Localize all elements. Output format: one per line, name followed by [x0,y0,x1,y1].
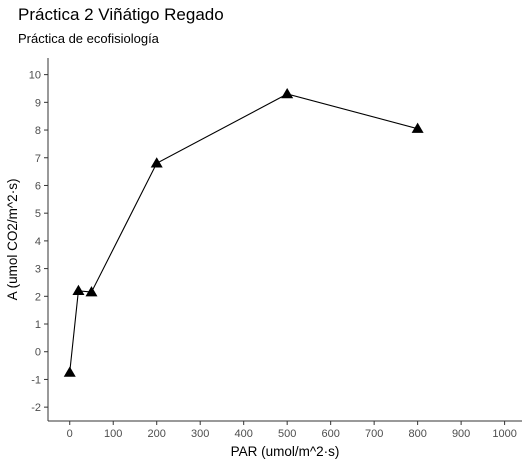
y-tick-label: 3 [35,264,41,276]
chart-subtitle: Práctica de ecofisiología [18,31,159,46]
x-tick-label: 1000 [492,428,516,440]
x-tick-label: 400 [235,428,253,440]
data-point-marker [63,366,76,377]
y-tick-label: -2 [31,402,41,414]
data-point-marker [411,122,424,133]
x-tick-label: 300 [191,428,209,440]
data-point-marker [72,284,85,295]
y-tick-label: 2 [35,291,41,303]
y-tick-label: 1 [35,319,41,331]
data-point-marker [150,157,163,168]
y-tick-label: 5 [35,208,41,220]
y-tick-label: 6 [35,180,41,192]
y-tick-label: 10 [29,70,41,82]
y-axis-title: A (umol CO2/m^2·s) [5,179,20,301]
series-line [69,93,418,373]
x-tick-label: 600 [321,428,339,440]
x-tick-label: 0 [67,428,73,440]
series-layer [63,88,424,377]
axes: 0 100 200 300 400 500 600 700 800 900 1000 -2 -1 0 1 2 3… [29,58,522,440]
x-tick-label: 900 [452,428,470,440]
data-point-marker [85,286,98,297]
chart-title: Práctica 2 Viñátigo Regado [18,5,224,24]
x-tick-label: 100 [104,428,122,440]
y-tick-label: 0 [35,347,41,359]
x-axis-title: PAR (umol/m^2·s) [231,444,340,459]
y-tick-label: -1 [31,374,41,386]
y-tick-label: 8 [35,125,41,137]
x-tick-label: 200 [148,428,166,440]
y-tick-label: 9 [35,97,41,109]
x-tick-label: 500 [278,428,296,440]
y-tick-label: 7 [35,153,41,165]
x-tick-label: 700 [365,428,383,440]
x-tick-label: 800 [408,428,426,440]
y-tick-label: 4 [35,236,41,248]
data-point-marker [281,88,294,99]
